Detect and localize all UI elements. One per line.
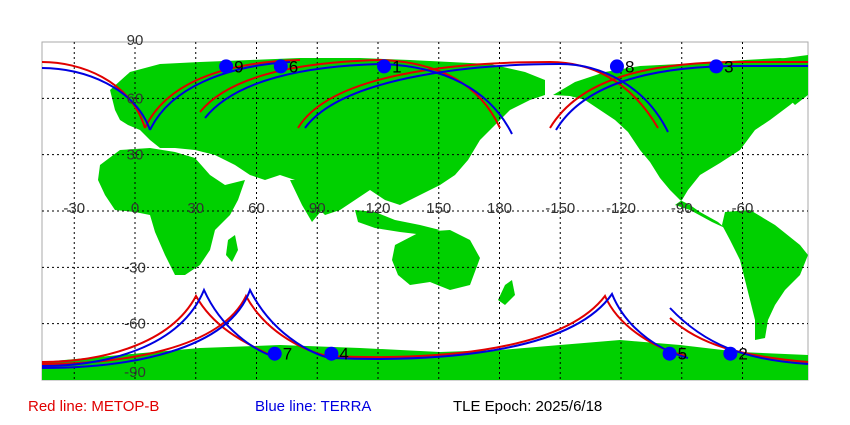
longitude-tick-label: 180 (487, 200, 512, 217)
metop-b-track-4 (297, 60, 659, 129)
land-south-america (722, 210, 808, 340)
terra-track-7 (41, 287, 333, 369)
satellite-marker-label: 3 (724, 57, 733, 76)
longitude-tick-label: 60 (248, 200, 265, 217)
metop-b-track-8 (329, 294, 687, 359)
longitude-tick-label: 120 (365, 200, 390, 217)
land-eurasia (110, 58, 545, 215)
satellite-marker (324, 346, 339, 361)
longitude-tick-label: 30 (187, 200, 204, 217)
latitude-tick-label: 90 (127, 32, 144, 49)
longitude-tick-label: -30 (63, 200, 85, 217)
terra-track-1 (41, 67, 151, 131)
continents (42, 55, 808, 380)
satellite-marker (377, 59, 392, 74)
metop-b-track-6 (41, 293, 271, 363)
tle-epoch-label: TLE Epoch: 2025/6/18 (453, 398, 603, 415)
metop-b-track-2 (144, 59, 301, 129)
axis-labels: -30 0 30 60 90 120 150 180 -150 -120 -90 -60 90 60 30 -… (63, 32, 753, 381)
land-japan (416, 135, 432, 160)
graticule (42, 42, 808, 380)
land-new-zealand (498, 280, 515, 305)
satellite-marker (219, 59, 234, 74)
terra-track-5 (555, 64, 808, 131)
terra-track-4 (304, 62, 669, 133)
latitude-tick-label: 30 (127, 147, 144, 164)
land-india (290, 180, 330, 222)
satellite-marker (662, 346, 677, 361)
satellite-marker-label: 7 (283, 345, 292, 364)
metop-b-track-3 (199, 58, 501, 129)
land-antarctica (42, 340, 808, 380)
land-north-america (553, 58, 808, 228)
land-madagascar (226, 235, 238, 262)
latitude-tick-label: 60 (127, 90, 144, 107)
longitude-tick-label: -120 (606, 200, 636, 217)
land-greenland (770, 55, 808, 105)
terra-track-8 (331, 291, 689, 360)
longitude-tick-label: -150 (545, 200, 575, 217)
latitude-tick-label: -60 (124, 316, 146, 333)
longitude-tick-label: 0 (131, 200, 139, 217)
satellite-marker-label: 2 (738, 345, 747, 364)
satellite-marker (709, 59, 724, 74)
latitude-tick-label: -90 (124, 364, 146, 381)
satellite-marker-label: 6 (289, 57, 298, 76)
longitude-tick-label: -90 (671, 200, 693, 217)
legend-terra: Blue line: TERRA (255, 398, 372, 415)
latitude-tick-label: -30 (124, 259, 146, 276)
longitude-tick-label: 90 (309, 200, 326, 217)
terra-track-6 (41, 287, 273, 367)
satellite-marker (609, 59, 624, 74)
land-australia (392, 230, 480, 290)
longitude-tick-label: 150 (426, 200, 451, 217)
legend-metop-b: Red line: METOP-B (28, 398, 160, 415)
satellite-marker-label: 1 (392, 57, 401, 76)
satellite-marker (267, 346, 282, 361)
terra-track-2 (149, 61, 291, 131)
satellite-marker-label: 5 (678, 345, 687, 364)
satellite-marker-label: 8 (625, 57, 634, 76)
satellite-marker-label: 4 (339, 345, 348, 364)
ground-tracks (41, 58, 809, 369)
land-africa (98, 148, 245, 275)
satellite-marker (273, 59, 288, 74)
metop-b-track-5 (549, 60, 808, 129)
satellite-marker-label: 9 (234, 57, 243, 76)
land-indonesia (355, 210, 440, 235)
satellite-marker (723, 346, 738, 361)
metop-b-track-1 (41, 61, 146, 129)
satellite-position-markers: 9 6 1 8 3 7 4 5 2 (219, 57, 748, 364)
longitude-tick-label: -60 (732, 200, 754, 217)
